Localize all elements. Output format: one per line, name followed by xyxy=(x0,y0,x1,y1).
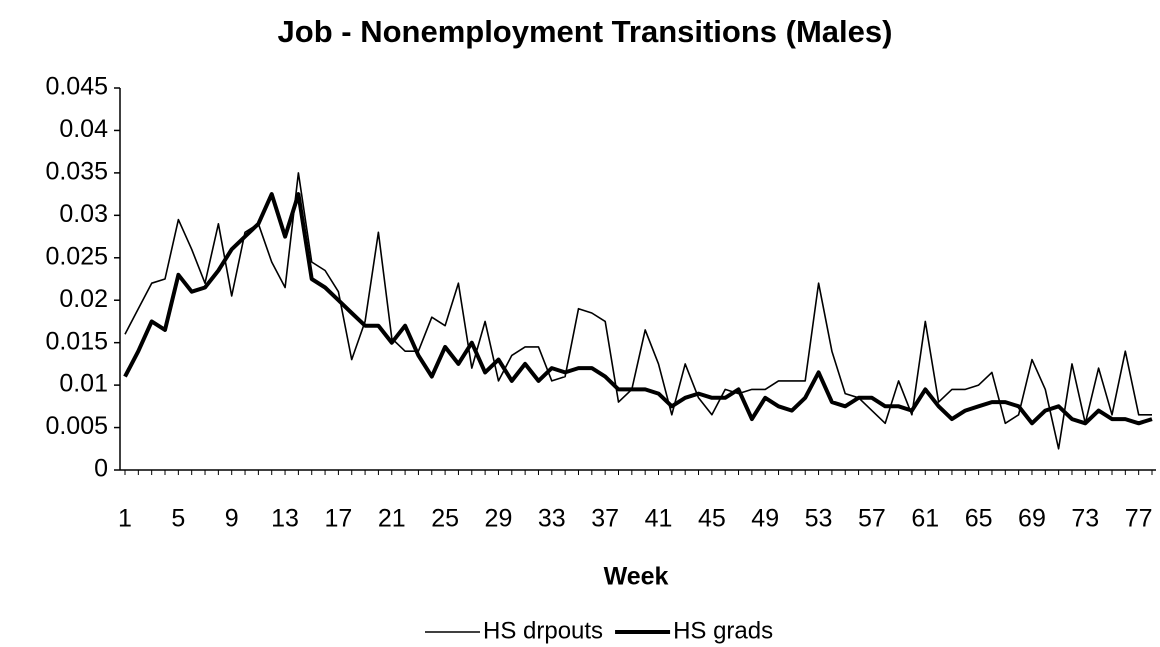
series-line xyxy=(124,172,1152,450)
x-tick-label: 69 xyxy=(1018,505,1046,533)
x-tick-label: 57 xyxy=(858,505,886,533)
y-tick-label: 0.015 xyxy=(45,327,108,355)
y-tick-label: 0.025 xyxy=(45,242,108,270)
x-tick-label: 73 xyxy=(1071,505,1099,533)
x-axis-label: Week xyxy=(604,563,669,591)
y-tick-label: 0.03 xyxy=(59,200,108,228)
x-tick-label: 41 xyxy=(645,505,673,533)
x-tick-label: 17 xyxy=(324,505,352,533)
legend-label: HS grads xyxy=(673,617,773,644)
series-line xyxy=(123,192,1153,426)
x-tick-label: 33 xyxy=(538,505,566,533)
x-tick-label: 21 xyxy=(378,505,406,533)
x-tick-label: 53 xyxy=(805,505,833,533)
x-tick-label: 1 xyxy=(118,505,132,533)
chart-title: Job - Nonemployment Transitions (Males) xyxy=(278,14,893,49)
x-tick-label: 5 xyxy=(171,505,185,533)
x-tick-label: 49 xyxy=(751,505,779,533)
x-tick-label: 29 xyxy=(485,505,513,533)
x-tick-label: 9 xyxy=(225,505,239,533)
x-tick-label: 13 xyxy=(271,505,299,533)
x-tick-label: 37 xyxy=(591,505,619,533)
y-tick-label: 0.04 xyxy=(59,115,108,143)
y-tick-label: 0.02 xyxy=(59,285,108,313)
x-tick-label: 45 xyxy=(698,505,726,533)
y-tick-label: 0.01 xyxy=(59,370,108,398)
y-tick-label: 0.035 xyxy=(45,157,108,185)
y-tick-label: 0 xyxy=(94,455,108,483)
x-tick-label: 65 xyxy=(965,505,993,533)
y-tick-label: 0.005 xyxy=(45,412,108,440)
legend-label: HS drpouts xyxy=(483,617,603,644)
y-tick-label: 0.045 xyxy=(45,73,108,101)
x-tick-label: 25 xyxy=(431,505,459,533)
x-tick-label: 61 xyxy=(911,505,939,533)
x-tick-label: 77 xyxy=(1125,505,1153,533)
